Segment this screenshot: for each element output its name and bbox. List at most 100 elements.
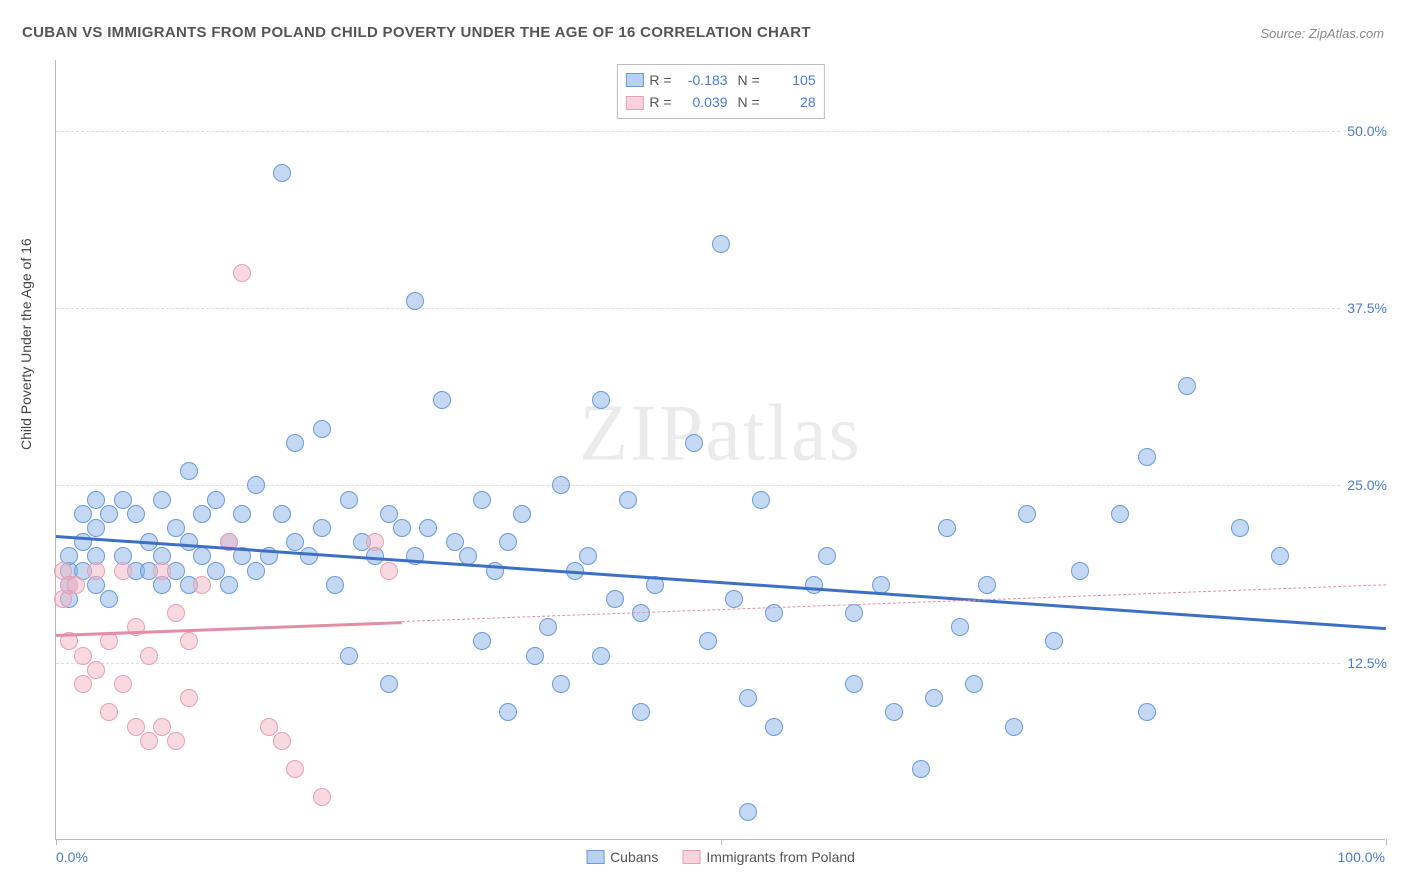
scatter-point (114, 675, 132, 693)
scatter-point (805, 576, 823, 594)
scatter-point (380, 675, 398, 693)
scatter-point (539, 618, 557, 636)
scatter-point (885, 703, 903, 721)
scatter-point (499, 703, 517, 721)
scatter-point (473, 632, 491, 650)
x-tick-mark (1386, 839, 1387, 845)
scatter-point (180, 462, 198, 480)
scatter-point (446, 533, 464, 551)
scatter-point (1138, 703, 1156, 721)
scatter-point (114, 491, 132, 509)
scatter-point (765, 718, 783, 736)
scatter-point (233, 264, 251, 282)
legend-item-cubans: Cubans (586, 849, 658, 865)
scatter-point (579, 547, 597, 565)
scatter-point (74, 647, 92, 665)
legend-bottom: Cubans Immigrants from Poland (586, 849, 855, 865)
scatter-point (419, 519, 437, 537)
scatter-point (340, 647, 358, 665)
scatter-point (74, 675, 92, 693)
scatter-point (912, 760, 930, 778)
scatter-point (247, 476, 265, 494)
stat-label: N = (734, 69, 760, 91)
scatter-point (153, 718, 171, 736)
scatter-point (473, 491, 491, 509)
scatter-point (100, 632, 118, 650)
stats-row: R = -0.183 N = 105 (625, 69, 815, 91)
scatter-point (725, 590, 743, 608)
scatter-point (752, 491, 770, 509)
scatter-point (207, 562, 225, 580)
scatter-point (233, 505, 251, 523)
scatter-point (100, 590, 118, 608)
scatter-point (220, 576, 238, 594)
chart-container: CUBAN VS IMMIGRANTS FROM POLAND CHILD PO… (0, 0, 1406, 892)
y-tick-label: 37.5% (1341, 300, 1387, 316)
scatter-point (978, 576, 996, 594)
legend-label: Immigrants from Poland (706, 849, 855, 865)
scatter-point (1045, 632, 1063, 650)
scatter-point (606, 590, 624, 608)
scatter-point (845, 604, 863, 622)
gridline (56, 308, 1385, 309)
scatter-point (273, 164, 291, 182)
chart-title: CUBAN VS IMMIGRANTS FROM POLAND CHILD PO… (22, 24, 811, 41)
scatter-point (366, 533, 384, 551)
scatter-point (167, 519, 185, 537)
scatter-point (526, 647, 544, 665)
scatter-point (406, 292, 424, 310)
scatter-point (380, 562, 398, 580)
scatter-point (951, 618, 969, 636)
plot-area: ZIPatlas R = -0.183 N = 105 R = 0.039 N … (55, 60, 1385, 840)
scatter-point (313, 788, 331, 806)
scatter-point (247, 562, 265, 580)
scatter-point (207, 491, 225, 509)
stat-n-value: 105 (766, 69, 816, 91)
stat-label: R = (649, 91, 671, 113)
scatter-point (739, 803, 757, 821)
trend-line (56, 535, 1386, 630)
scatter-point (100, 505, 118, 523)
scatter-point (87, 562, 105, 580)
scatter-point (140, 732, 158, 750)
scatter-point (380, 505, 398, 523)
scatter-point (393, 519, 411, 537)
scatter-point (1018, 505, 1036, 523)
scatter-point (513, 505, 531, 523)
scatter-point (140, 647, 158, 665)
scatter-point (193, 576, 211, 594)
x-tick-mark (721, 839, 722, 845)
scatter-point (67, 576, 85, 594)
scatter-point (313, 420, 331, 438)
swatch-poland-icon (682, 850, 700, 864)
scatter-point (619, 491, 637, 509)
scatter-point (326, 576, 344, 594)
scatter-point (127, 718, 145, 736)
scatter-point (1111, 505, 1129, 523)
scatter-point (74, 505, 92, 523)
swatch-poland-icon (625, 96, 643, 110)
scatter-point (114, 562, 132, 580)
scatter-point (167, 604, 185, 622)
scatter-point (925, 689, 943, 707)
scatter-point (180, 533, 198, 551)
x-tick-mark (56, 839, 57, 845)
scatter-point (433, 391, 451, 409)
stat-r-value: 0.039 (678, 91, 728, 113)
watermark: ZIPatlas (579, 388, 862, 479)
scatter-point (592, 391, 610, 409)
scatter-point (286, 760, 304, 778)
scatter-point (499, 533, 517, 551)
scatter-point (1138, 448, 1156, 466)
scatter-point (167, 732, 185, 750)
stats-legend-box: R = -0.183 N = 105 R = 0.039 N = 28 (616, 64, 824, 119)
stat-label: N = (734, 91, 760, 113)
scatter-point (632, 703, 650, 721)
scatter-point (552, 476, 570, 494)
scatter-point (592, 647, 610, 665)
scatter-point (552, 675, 570, 693)
scatter-point (100, 703, 118, 721)
scatter-point (340, 491, 358, 509)
scatter-point (699, 632, 717, 650)
trend-line (56, 621, 402, 636)
